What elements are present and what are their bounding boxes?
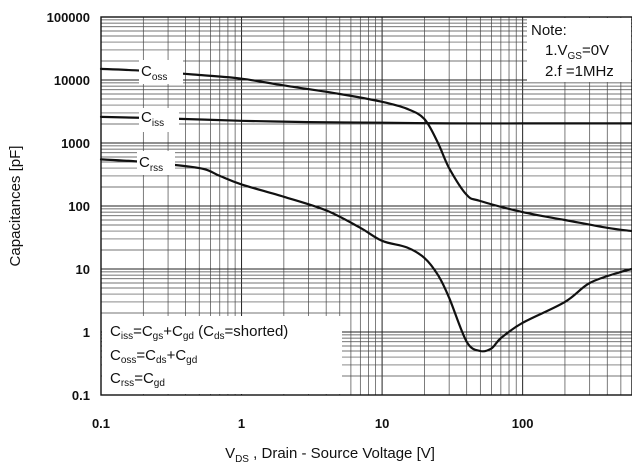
y-axis-label: Capacitances [pF]: [7, 146, 24, 267]
x-tick-label: 10: [375, 416, 389, 431]
y-tick-label: 1000: [61, 136, 90, 151]
y-tick-labels: 0.1 1 10 100 1000 10000 100000: [47, 10, 90, 403]
note-title: Note:: [531, 22, 567, 39]
curve-crss: [99, 158, 632, 353]
x-tick-label: 100: [512, 416, 534, 431]
x-tick-label: 1: [238, 416, 245, 431]
curve-labels: Coss Ciss Crss: [137, 60, 183, 175]
note-box: Note: 1.VGS=0V 2.f =1MHz: [527, 18, 631, 82]
y-tick-label: 100: [68, 199, 90, 214]
legend-crss: Crss=Cgd: [110, 370, 165, 389]
curve-label-coss: Coss: [141, 63, 167, 83]
y-tick-label: 0.1: [72, 388, 90, 403]
x-tick-label: 0.1: [92, 416, 110, 431]
y-tick-label: 10000: [54, 73, 90, 88]
y-tick-label: 10: [76, 262, 90, 277]
curve-coss: [99, 67, 632, 233]
plot-frame: [100, 16, 632, 396]
y-tick-label: 100000: [47, 10, 90, 25]
curve-label-crss: Crss: [139, 154, 163, 174]
curve-ciss: [99, 115, 632, 125]
note-line-1: 1.VGS=0V: [545, 42, 609, 62]
curves: [99, 67, 632, 353]
y-tick-label: 1: [83, 325, 90, 340]
curve-label-ciss: Ciss: [141, 109, 164, 129]
grid: [100, 16, 632, 396]
legend-box: Ciss=Cgs+Cgd (Cds=shorted) Coss=Cds+Cgd …: [102, 316, 342, 394]
x-axis-label: VDS , Drain - Source Voltage [V]: [225, 445, 435, 465]
x-tick-labels: 0.1 1 10 100: [92, 416, 534, 431]
legend-coss: Coss=Cds+Cgd: [110, 347, 197, 366]
legend-ciss: Ciss=Cgs+Cgd (Cds=shorted): [110, 323, 288, 342]
note-line-2: 2.f =1MHz: [545, 63, 614, 80]
